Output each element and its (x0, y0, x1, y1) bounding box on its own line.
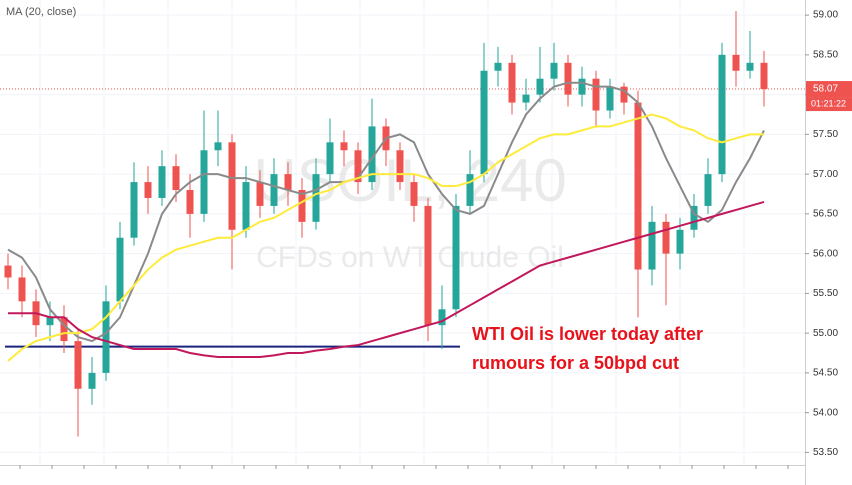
y-tick-label: 57.00 (813, 169, 838, 180)
candle-body (522, 94, 530, 103)
last-price-label: 58.07 (813, 84, 838, 95)
y-tick-label: 56.00 (813, 248, 838, 259)
y-tick-label: 56.50 (813, 209, 838, 220)
candle-body (410, 182, 418, 206)
candle-body (508, 62, 516, 103)
moving-average-line (7, 113, 764, 362)
last-price-box (806, 81, 852, 98)
candle-body (18, 277, 26, 302)
y-tick-label: 57.50 (813, 129, 838, 140)
candle-body (158, 166, 166, 198)
candle-body (480, 70, 488, 175)
candle-body (88, 372, 96, 389)
candle-body (550, 62, 558, 79)
countdown-label: 01:21:22 (811, 98, 846, 108)
watermark-subtitle: CFDs on WT Crude Oil (256, 241, 564, 274)
candle-body (116, 237, 124, 302)
candle-body (592, 78, 600, 111)
countdown-box (806, 97, 852, 112)
candle-body (354, 150, 362, 183)
candle-body (74, 341, 82, 389)
candle-body (634, 102, 642, 270)
candle-body (438, 309, 446, 326)
candle-body (494, 62, 502, 71)
candle-body (578, 78, 586, 95)
candle-body (312, 174, 320, 222)
candle-body (298, 190, 306, 222)
candle-body (466, 174, 474, 206)
candle-body (718, 54, 726, 175)
candle-body (368, 126, 376, 183)
y-tick-label: 55.50 (813, 288, 838, 299)
y-tick-label: 55.00 (813, 328, 838, 339)
y-tick-label: 54.50 (813, 368, 838, 379)
candle-body (172, 166, 180, 191)
y-tick-label: 53.50 (813, 447, 838, 458)
candle-body (690, 205, 698, 230)
candle-body (676, 229, 684, 254)
candle-body (424, 205, 432, 326)
candle-body (396, 150, 404, 183)
legend-entry: MA (20, close) (6, 6, 76, 18)
candle-body (270, 174, 278, 206)
candle-body (60, 317, 68, 342)
candle-body (4, 265, 12, 278)
annotation: WTI Oil is lower today after (472, 324, 703, 344)
y-tick-label: 59.00 (813, 10, 838, 21)
candle-body (760, 62, 768, 90)
candle-body (536, 78, 544, 95)
candle-body (662, 221, 670, 254)
candle-body (102, 301, 110, 373)
candle-body (144, 182, 152, 198)
candle-body (46, 317, 54, 326)
candle-body (620, 86, 628, 103)
candle-body (326, 142, 334, 175)
moving-average-line (8, 200, 765, 358)
candle-body (452, 205, 460, 310)
candle-body (214, 142, 222, 151)
y-tick-label: 58.50 (813, 50, 838, 61)
candle-body (242, 182, 250, 230)
candle-body (256, 182, 264, 206)
candle-body (648, 221, 656, 270)
annotation: rumours for a 50bpd cut (472, 353, 679, 373)
candle-body (340, 142, 348, 151)
candle-body (284, 174, 292, 191)
candle-body (732, 54, 740, 71)
candle-body (228, 142, 236, 230)
candle-body (186, 190, 194, 214)
candle-body (564, 62, 572, 95)
candle-body (130, 182, 138, 238)
candle-body (606, 86, 614, 111)
y-tick-label: 54.00 (813, 407, 838, 418)
candle-body (200, 150, 208, 214)
candle-body (746, 62, 754, 71)
candle-body (704, 174, 712, 206)
